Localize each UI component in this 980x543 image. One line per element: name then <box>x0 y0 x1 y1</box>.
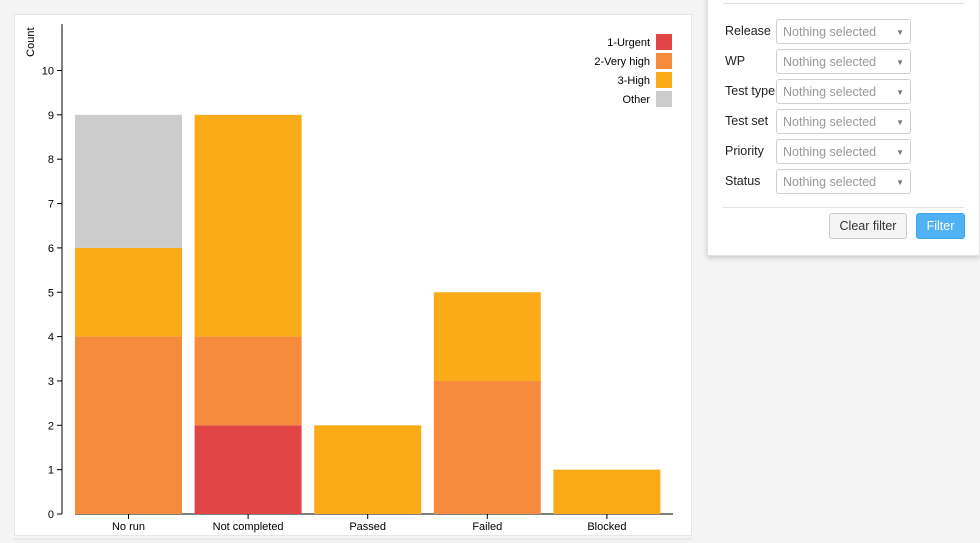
chart-panel: 0 1 2 3 4 5 6 7 8 9 10 Count No run Not completed Pass… <box>14 14 692 536</box>
caret-down-icon: ▼ <box>896 118 904 127</box>
filter-row-wp: WP Nothing selected ▼ <box>725 49 965 75</box>
caret-down-icon: ▼ <box>896 88 904 97</box>
filter-label-test-type: Test type <box>725 84 776 98</box>
filter-label-priority: Priority <box>725 144 764 158</box>
y-tick-label: 5 <box>48 287 54 299</box>
caret-down-icon: ▼ <box>896 178 904 187</box>
y-tick-label: 2 <box>48 420 54 432</box>
bar-segment <box>75 336 182 514</box>
y-tick-label: 8 <box>48 154 54 166</box>
y-axis-label: Count <box>25 27 37 56</box>
x-tick-label: Not completed <box>213 521 284 533</box>
bar-segment <box>553 469 661 514</box>
caret-down-icon: ▼ <box>896 28 904 37</box>
legend-label: Other <box>622 94 650 106</box>
y-tick-label: 7 <box>48 199 54 211</box>
y-tick-label: 6 <box>48 243 54 255</box>
priority-select-value: Nothing selected <box>783 145 877 159</box>
filter-label-test-set: Test set <box>725 114 769 128</box>
test-type-select-value: Nothing selected <box>783 85 877 99</box>
filter-label-wp: WP <box>725 54 746 68</box>
bar-segment <box>433 292 541 381</box>
stacked-bar-chart: 0 1 2 3 4 5 6 7 8 9 10 Count No run Not completed Pass… <box>25 24 673 533</box>
wp-select[interactable]: Nothing selected ▼ <box>776 49 911 74</box>
filter-row-priority: Priority Nothing selected ▼ <box>725 139 965 165</box>
y-tick-label: 9 <box>48 110 54 122</box>
filter-row-test-type: Test type Nothing selected ▼ <box>725 79 965 105</box>
y-tick-label: 0 <box>48 509 54 521</box>
priority-select[interactable]: Nothing selected ▼ <box>776 139 911 164</box>
legend-swatch <box>656 34 672 50</box>
test-type-select[interactable]: Nothing selected ▼ <box>776 79 911 104</box>
filter-panel: Release Nothing selected ▼ WP Nothing se… <box>707 0 980 256</box>
bar-segment <box>75 114 182 248</box>
bottom-divider <box>14 538 692 540</box>
y-tick-label: 3 <box>48 376 54 388</box>
x-tick-label: Passed <box>349 521 386 533</box>
x-tick-label: Failed <box>472 521 502 533</box>
release-select-value: Nothing selected <box>783 25 877 39</box>
bar-segment <box>194 425 302 514</box>
legend-swatch <box>656 53 672 69</box>
bar-segment <box>433 380 541 514</box>
test-set-select-value: Nothing selected <box>783 115 877 129</box>
y-tick-label: 10 <box>42 66 54 78</box>
bar-segment <box>194 336 302 426</box>
test-set-select[interactable]: Nothing selected ▼ <box>776 109 911 134</box>
y-tick-label: 1 <box>48 465 54 477</box>
bar-segment <box>314 425 422 514</box>
filter-label-status: Status <box>725 174 761 188</box>
clear-filter-button[interactable]: Clear filter <box>829 213 907 239</box>
bar-segment <box>75 247 182 337</box>
release-select[interactable]: Nothing selected ▼ <box>776 19 911 44</box>
bar-segment <box>194 114 302 337</box>
legend-label: 1-Urgent <box>607 37 650 49</box>
x-tick-label: No run <box>112 521 145 533</box>
filter-label-release: Release <box>725 24 771 38</box>
legend-label: 2-Very high <box>594 56 650 68</box>
filter-button[interactable]: Filter <box>916 213 965 239</box>
x-tick-label: Blocked <box>587 521 626 533</box>
filter-row-release: Release Nothing selected ▼ <box>725 19 965 45</box>
caret-down-icon: ▼ <box>896 58 904 67</box>
legend-swatch <box>656 91 672 107</box>
status-select[interactable]: Nothing selected ▼ <box>776 169 911 194</box>
filter-actions-divider <box>723 207 964 208</box>
wp-select-value: Nothing selected <box>783 55 877 69</box>
filter-panel-top-divider <box>723 3 964 4</box>
caret-down-icon: ▼ <box>896 148 904 157</box>
filter-row-status: Status Nothing selected ▼ <box>725 169 965 195</box>
status-select-value: Nothing selected <box>783 175 877 189</box>
legend-swatch <box>656 72 672 88</box>
filter-row-test-set: Test set Nothing selected ▼ <box>725 109 965 135</box>
y-tick-label: 4 <box>48 332 54 344</box>
legend-label: 3-High <box>618 75 650 87</box>
